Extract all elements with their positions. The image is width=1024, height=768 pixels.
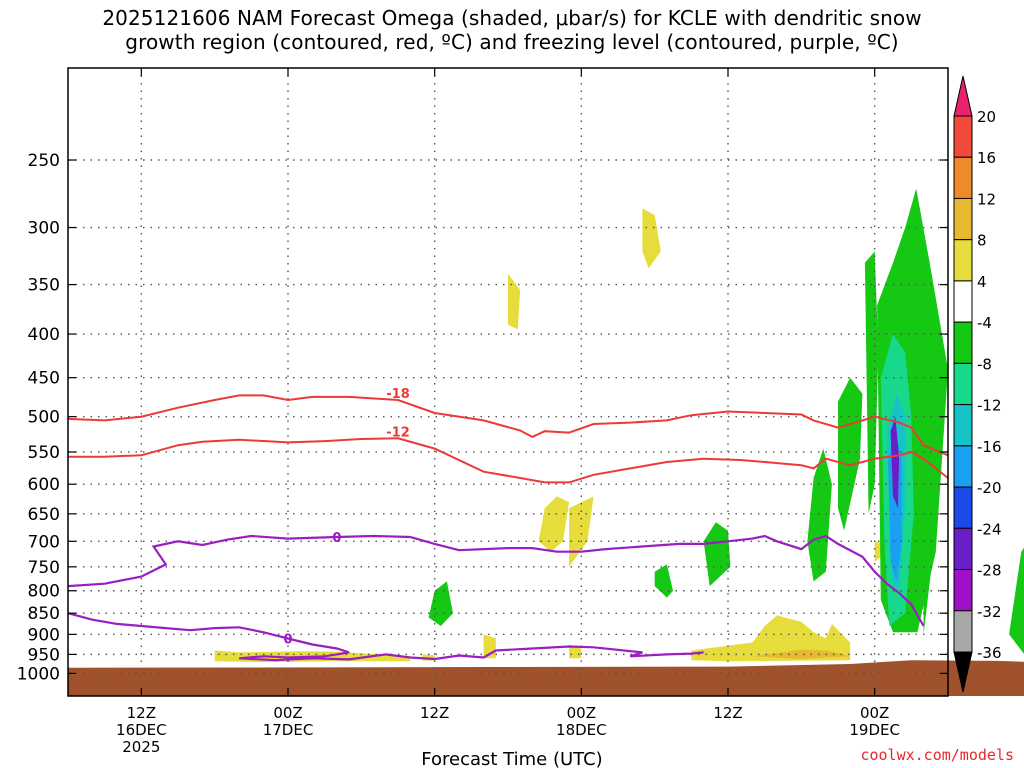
colorbar-segment [953,321,973,364]
colorbar-segment [953,197,973,241]
colorbar-label: 4 [977,273,987,291]
x-tick-label: 16DEC [116,721,167,739]
omega-region-6 [538,496,570,552]
colorbar-label: 12 [977,190,996,208]
chart-title-line1: 2025121606 NAM Forecast Omega (shaded, μ… [102,6,922,30]
x-tick-label: 12Z [420,704,449,722]
dgz-contour-0 [67,394,949,457]
x-tick-label: 17DEC [263,721,314,739]
colorbar-segment [953,115,973,158]
dgz-contour-label: -12 [386,425,410,440]
x-tick-label: 00Z [860,704,889,722]
colorbar-top-arrow [953,75,973,117]
colorbar-label: -12 [977,397,1002,415]
y-tick-label: 650 [28,505,60,525]
colorbar-label: -24 [977,520,1002,538]
omega-region-19 [1009,547,1024,654]
omega-region-7 [569,496,594,567]
omega-region-12 [654,564,673,598]
colorbar-label: -20 [977,479,1002,497]
freezing-contour-label: 0 [283,632,292,647]
colorbar-segment [953,527,973,571]
omega-region-18 [923,490,936,635]
x-tick-label: 19DEC [849,721,900,739]
dgz-contour-1 [68,437,949,484]
y-tick-label: 800 [28,582,60,602]
dgz-contour-label: -18 [386,387,410,402]
y-tick-label: 850 [28,604,60,624]
colorbar-label: -8 [977,355,992,373]
omega-region-23 [890,416,900,509]
y-tick-label: 1000 [17,664,60,684]
plot-area [68,68,948,696]
chart-title-line2: growth region (contoured, red, ºC) and f… [125,30,899,54]
freezing-contour-1 [67,612,704,662]
colorbar-segment [953,569,973,612]
y-tick-label: 350 [28,276,60,296]
chart-title: 2025121606 NAM Forecast Omega (shaded, μ… [0,6,1024,54]
omega-region-11 [428,581,453,626]
colorbar-label: -4 [977,314,992,332]
freezing-contour-0 [67,534,925,627]
colorbar-label: -32 [977,603,1002,621]
x-axis-label: Forecast Time (UTC) [421,749,602,768]
ground-surface [68,660,1024,696]
y-tick-label: 750 [28,558,60,578]
y-tick-label: 400 [28,325,60,345]
colorbar-segment [953,445,973,488]
omega-region-8 [508,273,521,330]
colorbar-segment [953,404,973,447]
freezing-contour-label: 0 [332,531,341,546]
x-tick-label: 12Z [127,704,156,722]
colorbar-label: 16 [977,149,996,167]
y-tick-label: 600 [28,475,60,495]
x-tick-label: 18DEC [556,721,607,739]
colorbar-label: 20 [977,108,996,126]
y-tick-label: 950 [28,645,60,665]
colorbar-segment [953,362,973,406]
omega-region-4 [691,615,851,662]
y-tick-label: 300 [28,219,60,239]
omega-region-14 [807,448,832,582]
colorbar-segment [953,610,973,653]
colorbar-segment [953,280,973,323]
omega-region-9 [642,208,661,269]
omega-region-5 [752,649,851,659]
omega-region-15 [838,377,863,531]
y-tick-label: 450 [28,369,60,389]
y-tick-label: 900 [28,625,60,645]
colorbar-label: -16 [977,438,1002,456]
y-tick-label: 500 [28,408,60,428]
x-tick-label: 12Z [713,704,742,722]
plot-frame [67,67,949,697]
x-tick-label: 00Z [567,704,596,722]
colorbar-segment [953,239,973,282]
y-tick-label: 700 [28,532,60,552]
colorbar-segment [953,486,973,529]
y-tick-label: 250 [28,151,60,171]
colorbar-bottom-arrow [953,651,973,693]
omega-region-13 [703,522,731,587]
colorbar-label: -28 [977,562,1002,580]
x-tick-label: 00Z [273,704,302,722]
colorbar-segment [953,156,973,199]
colorbar-label: 8 [977,232,987,250]
y-tick-label: 550 [28,443,60,463]
x-tick-label: 2025 [122,738,160,756]
credit-text[interactable]: coolwx.com/models [860,746,1014,764]
colorbar-label: -36 [977,644,1002,662]
